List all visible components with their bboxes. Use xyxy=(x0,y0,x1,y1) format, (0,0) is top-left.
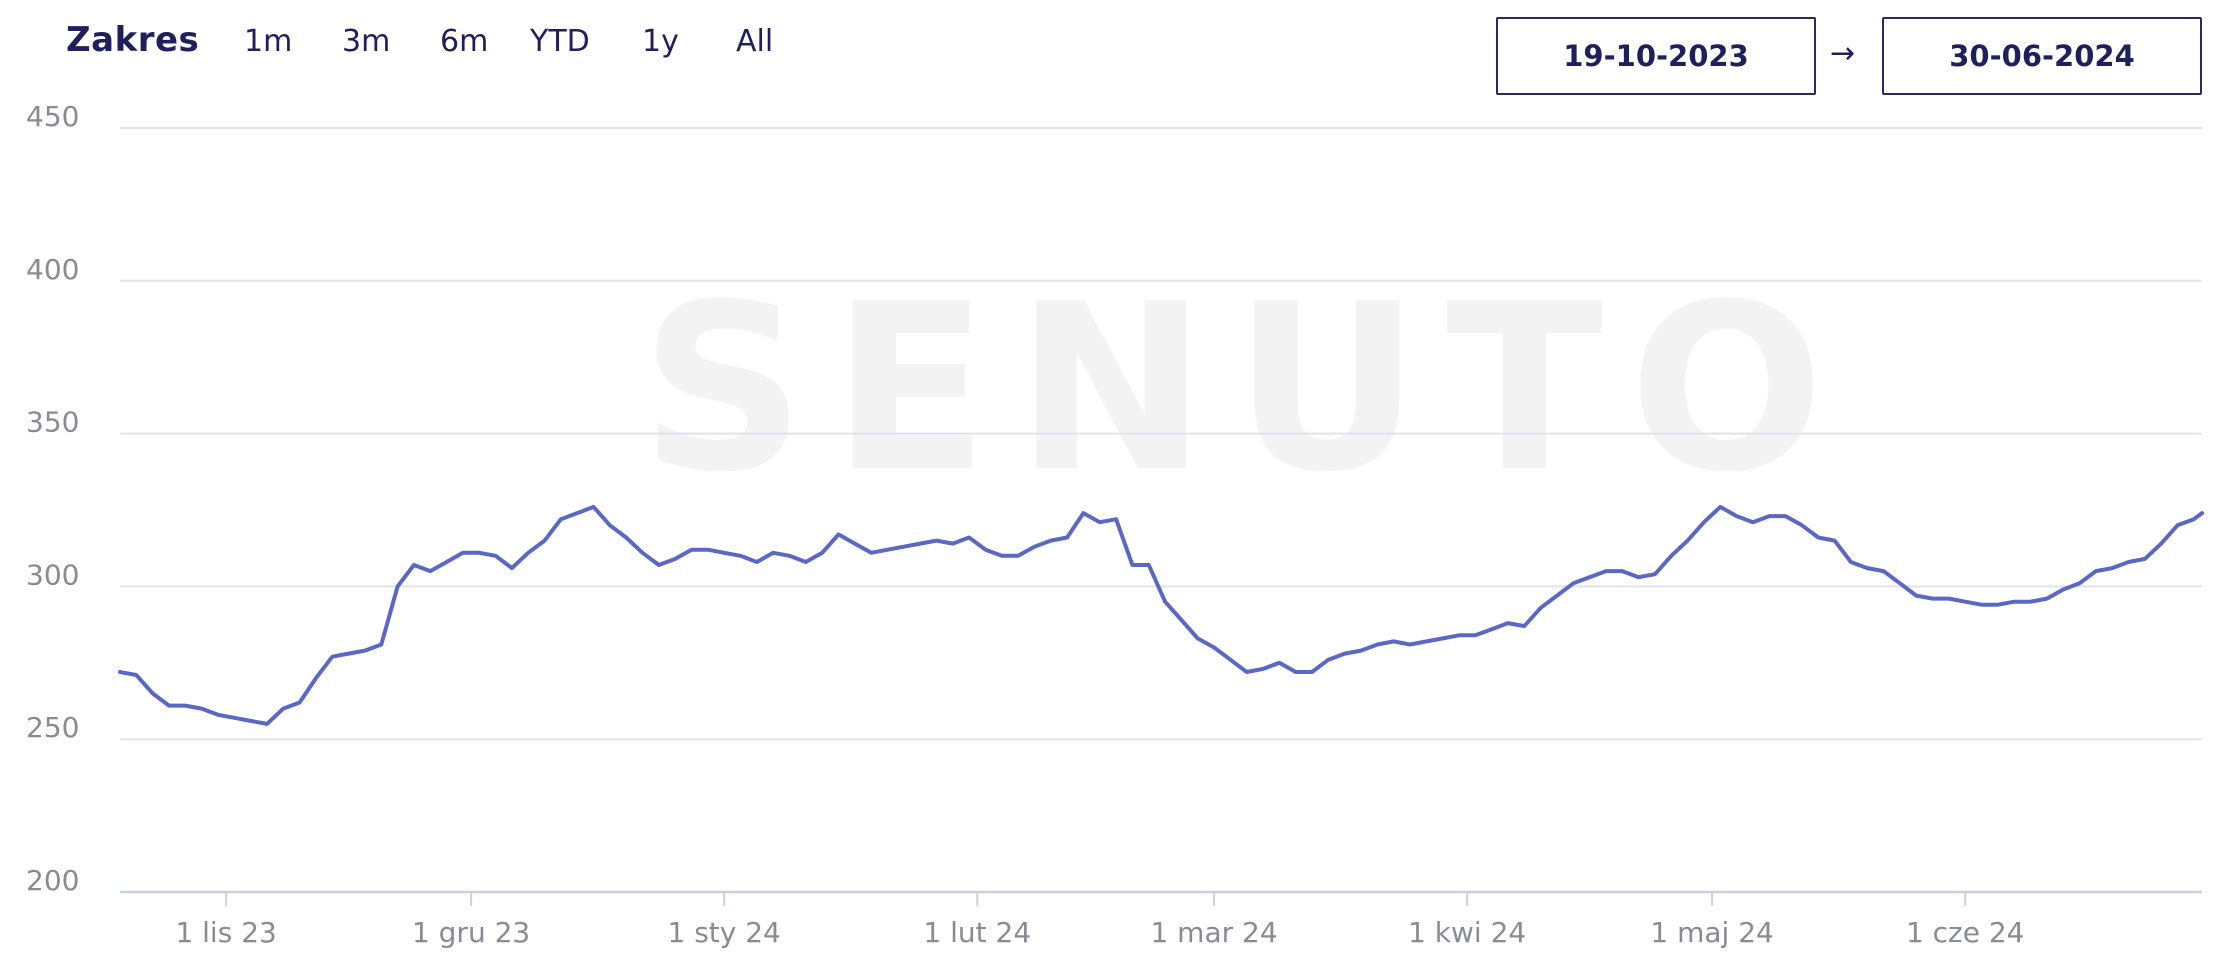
x-tick-label: 1 cze 24 xyxy=(1906,916,2025,949)
date-range-arrow-icon: → xyxy=(1830,36,1856,71)
x-axis: 1 lis 23 1 gru 23 1 sty 24 1 lut 24 1 mar 24… xyxy=(175,892,2025,949)
series-line xyxy=(118,504,2204,726)
range-label: Zakres xyxy=(66,20,200,60)
grid-lines xyxy=(120,127,2202,894)
range-button-1y[interactable]: 1y xyxy=(642,24,679,59)
x-tick-label: 1 sty 24 xyxy=(667,916,780,949)
y-tick-label: 400 xyxy=(26,253,79,286)
x-tick-label: 1 maj 24 xyxy=(1650,916,1773,949)
range-button-6m[interactable]: 6m xyxy=(440,24,489,59)
range-button-1m[interactable]: 1m xyxy=(244,24,293,59)
date-to-field[interactable]: 30-06-2024 xyxy=(1882,17,2202,95)
x-tick-label: 1 mar 24 xyxy=(1150,916,1277,949)
range-button-ytd[interactable]: YTD xyxy=(530,24,590,59)
x-tick-label: 1 lut 24 xyxy=(923,916,1031,949)
watermark: SENUTO xyxy=(640,256,1850,523)
x-tick-label: 1 gru 23 xyxy=(412,916,530,949)
y-tick-label: 450 xyxy=(26,100,79,133)
range-toolbar: Zakres 1m 3m 6m YTD 1y All 19-10-2023 → … xyxy=(0,0,2234,110)
range-button-3m[interactable]: 3m xyxy=(342,24,391,59)
date-from-field[interactable]: 19-10-2023 xyxy=(1496,17,1816,95)
y-tick-label: 350 xyxy=(26,406,79,439)
y-tick-label: 200 xyxy=(26,864,79,897)
x-tick-label: 1 kwi 24 xyxy=(1408,916,1526,949)
y-tick-label: 250 xyxy=(26,711,79,744)
y-axis: 200 250 300 350 400 450 xyxy=(26,100,79,897)
x-tick-label: 1 lis 23 xyxy=(175,916,276,949)
y-tick-label: 300 xyxy=(26,558,79,591)
range-button-all[interactable]: All xyxy=(736,24,774,59)
